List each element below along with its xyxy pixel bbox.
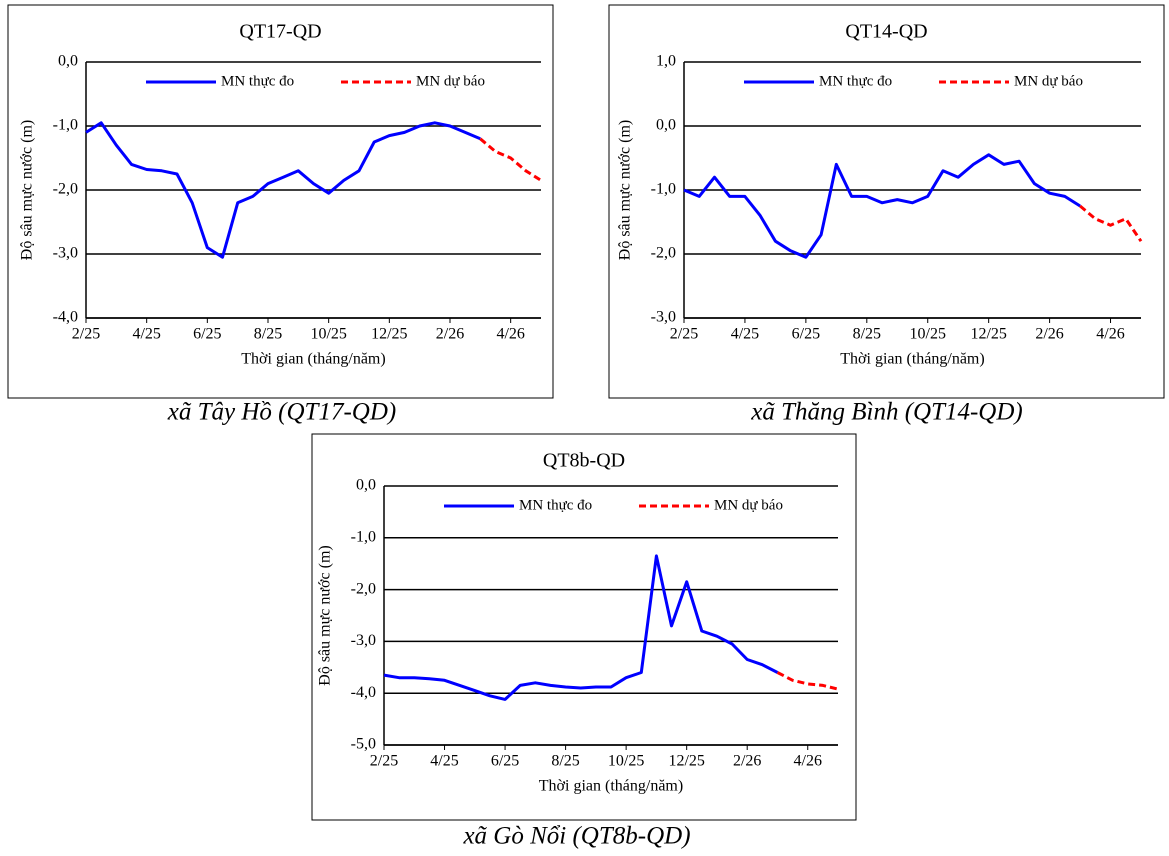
data-line	[776, 671, 839, 691]
x-axis-title: Thời gian (tháng/năm)	[539, 778, 683, 795]
caption: xã Thăng Bình (QT14-QD)	[750, 399, 1023, 426]
x-tick-label: 8/25	[254, 326, 282, 343]
legend-label: MN dự báo	[416, 73, 485, 89]
legend-label: MN thực đo	[221, 73, 294, 89]
x-tick-label: 2/25	[72, 326, 100, 343]
chart-title: QT17-QD	[239, 21, 321, 43]
chart-frame	[7, 4, 554, 399]
x-tick-label: 10/25	[910, 326, 946, 343]
y-tick-label: -2,0	[351, 580, 376, 597]
y-tick-label: -1,0	[651, 181, 676, 198]
y-tick-label: 0,0	[656, 117, 676, 134]
data-line	[85, 121, 481, 259]
y-tick-label: -2,0	[651, 245, 676, 262]
caption: xã Tây Hồ (QT17-QD)	[167, 399, 396, 426]
data-line	[479, 137, 542, 182]
x-tick-label: 2/26	[436, 326, 464, 343]
x-tick-label: 12/25	[970, 326, 1006, 343]
x-tick-label: 4/25	[430, 753, 458, 770]
chart-title: QT8b-QD	[543, 450, 625, 472]
y-tick-label: -3,0	[651, 309, 676, 326]
y-axis-title: Độ sâu mực nước (m)	[317, 545, 334, 685]
x-tick-label: 2/26	[1035, 326, 1063, 343]
caption: xã Gò Nổi (QT8b-QD)	[462, 823, 690, 850]
chart-frame	[311, 433, 857, 821]
chart-title: QT14-QD	[845, 21, 927, 43]
x-tick-label: 10/25	[310, 326, 346, 343]
legend-label: MN dự báo	[714, 497, 783, 513]
x-tick-label: 6/25	[491, 753, 519, 770]
y-tick-label: -1,0	[53, 117, 78, 134]
y-tick-label: 1,0	[656, 53, 676, 70]
data-line	[383, 554, 779, 701]
x-tick-label: 4/26	[496, 326, 524, 343]
x-tick-label: 4/26	[794, 753, 822, 770]
legend-label: MN thực đo	[819, 73, 892, 89]
x-tick-label: 12/25	[668, 753, 704, 770]
x-tick-label: 8/25	[853, 326, 881, 343]
x-tick-label: 8/25	[551, 753, 579, 770]
y-axis-title: Độ sâu mực nước (m)	[19, 120, 36, 260]
x-tick-label: 2/25	[370, 753, 398, 770]
x-tick-label: 4/25	[731, 326, 759, 343]
x-tick-label: 2/25	[670, 326, 698, 343]
x-tick-label: 12/25	[371, 326, 407, 343]
x-tick-label: 4/25	[132, 326, 160, 343]
y-tick-label: 0,0	[58, 53, 78, 70]
y-tick-label: -2,0	[53, 181, 78, 198]
y-tick-label: -3,0	[351, 632, 376, 649]
y-tick-label: -4,0	[53, 309, 78, 326]
x-tick-label: 4/26	[1096, 326, 1124, 343]
data-line	[683, 153, 1081, 259]
y-tick-label: -4,0	[351, 684, 376, 701]
x-tick-label: 6/25	[193, 326, 221, 343]
x-tick-label: 6/25	[792, 326, 820, 343]
x-tick-label: 10/25	[608, 753, 644, 770]
x-axis-title: Thời gian (tháng/năm)	[840, 351, 984, 368]
y-tick-label: -5,0	[351, 736, 376, 753]
legend-label: MN dự báo	[1014, 73, 1083, 89]
x-tick-label: 2/26	[733, 753, 761, 770]
y-tick-label: -3,0	[53, 245, 78, 262]
y-axis-title: Độ sâu mực nước (m)	[617, 120, 634, 260]
y-tick-label: -1,0	[351, 528, 376, 545]
x-axis-title: Thời gian (tháng/năm)	[241, 351, 385, 368]
data-line	[1079, 204, 1143, 243]
legend-label: MN thực đo	[519, 497, 592, 513]
y-tick-label: 0,0	[356, 477, 376, 494]
